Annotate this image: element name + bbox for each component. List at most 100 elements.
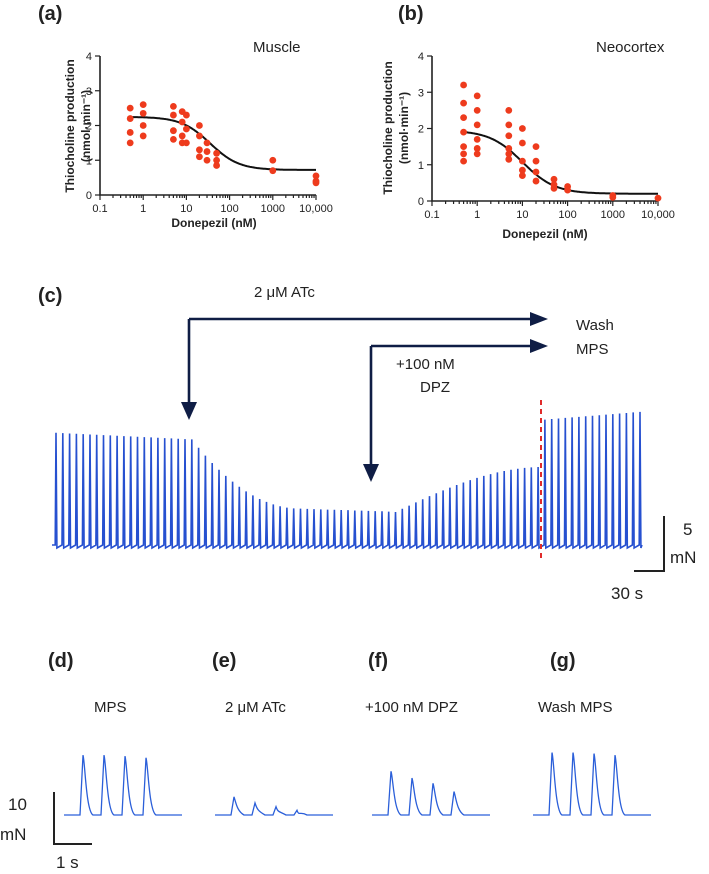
chart-b-point — [505, 150, 513, 158]
chart-b-xtick-label: 10 — [516, 209, 528, 221]
chart-c-scalebar — [634, 516, 665, 572]
chart-b-point — [609, 193, 617, 201]
chart-a-point — [126, 139, 134, 147]
chart-a-point — [139, 109, 147, 117]
chart-a-xtick-label: 10 — [180, 203, 192, 215]
chart-b-point — [550, 184, 558, 192]
trace-f — [372, 771, 490, 816]
chart-a-point — [196, 122, 203, 129]
chart-a-point — [203, 148, 211, 155]
chart-a-point — [169, 136, 177, 143]
chart-a-point — [196, 146, 203, 154]
chart-b-point — [519, 139, 526, 147]
chart-a-point — [126, 129, 134, 136]
chart-b-point — [473, 145, 481, 152]
chart-b-point — [505, 145, 513, 152]
chart-c-trace — [52, 411, 643, 550]
chart-a-point — [183, 111, 190, 119]
chart-b-title: Neocortex — [596, 39, 665, 56]
chart-a-ytick-label: 1 — [86, 155, 92, 167]
annotation-dpz-line2: DPZ — [420, 379, 450, 396]
chart-b-point — [532, 157, 540, 165]
chart-c-scale-y: 5 — [683, 520, 692, 539]
chart-a-xlabel: Donepezil (nM) — [171, 216, 256, 230]
chart-a-ytick-label: 0 — [86, 190, 92, 202]
chart-b-point — [550, 175, 558, 183]
chart-b-xtick-label: 10,000 — [641, 209, 675, 221]
annotation-dpz-line1: +100 nM — [396, 356, 455, 373]
chart-b-point — [519, 157, 526, 165]
chart-b-point — [532, 143, 540, 151]
chart-b-ylabel-2: (nmol·min⁻¹) — [397, 92, 411, 164]
chart-a-point — [169, 111, 177, 119]
chart-b-point — [460, 128, 467, 136]
chart-a-point — [126, 115, 134, 122]
trace-f-line — [372, 771, 490, 816]
chart-b-point — [473, 135, 481, 143]
chart-b-point — [460, 81, 467, 89]
chart-a-point — [312, 172, 320, 180]
chart-a-xtick-label: 100 — [220, 203, 238, 215]
chart-b-point — [654, 194, 662, 202]
chart-b-point — [473, 121, 481, 129]
chart-b-point — [505, 132, 513, 140]
chart-b-point — [460, 143, 467, 151]
trace-g — [533, 752, 651, 816]
chart-b-point — [460, 157, 467, 165]
dpz-arrow-head-right — [530, 339, 548, 353]
chart-a-point — [139, 101, 147, 109]
chart-b-xtick-label: 0.1 — [424, 209, 439, 221]
bottom-scale-x: 1 s — [56, 853, 79, 872]
chart-a-xtick-label: 1000 — [261, 203, 285, 215]
trace-g-label: Wash MPS — [538, 699, 612, 716]
bottom-scale-y-unit: mN — [0, 825, 26, 844]
panel-label-a: (a) — [38, 3, 62, 25]
chart-b-ytick-label: 1 — [418, 160, 424, 172]
annotation-wash: Wash — [576, 317, 614, 334]
chart-a-point — [178, 132, 186, 140]
dpz-arrow-head-down — [363, 464, 379, 482]
trace-e-line — [215, 796, 333, 816]
chart-b-point — [519, 125, 526, 132]
panel-label-f: (f) — [368, 650, 388, 672]
chart-a-point — [169, 127, 177, 135]
trace-d — [64, 754, 182, 816]
chart-b-xlabel: Donepezil (nM) — [502, 227, 587, 241]
trace-e-label: 2 μM ATc — [225, 699, 286, 716]
bottom-scale-y: 10 — [8, 795, 27, 814]
panel-label-g: (g) — [550, 650, 576, 672]
trace-d-label: MPS — [94, 699, 127, 716]
chart-c-recording: 2 μM ATc Wash MPS +100 nM DPZ 5 mN 30 s — [52, 284, 696, 603]
chart-b-ytick-label: 0 — [418, 196, 424, 208]
chart-a-ylabel-1: Thiocholine production — [63, 59, 77, 192]
chart-a-point — [139, 122, 147, 129]
chart-c-scale-y-unit: mN — [670, 548, 696, 567]
chart-a-point — [213, 149, 220, 157]
bottom-scalebar — [53, 792, 92, 845]
chart-b-ytick-label: 2 — [418, 124, 424, 136]
trace-d-line — [64, 754, 182, 816]
trace-g-line — [533, 752, 651, 816]
chart-a-point — [203, 156, 211, 164]
atc-arrow-head-right — [530, 312, 548, 326]
chart-b-ytick-label: 4 — [418, 51, 424, 63]
chart-b-plot: 0 1 2 3 4 0.1 1 10 100 1000 10,000 — [418, 51, 675, 221]
chart-b-ylabel-1: Thiocholine production — [381, 61, 395, 194]
chart-a-title: Muscle — [253, 39, 301, 56]
chart-a-point — [139, 132, 147, 140]
chart-a-fit-curve — [130, 116, 316, 171]
chart-b-point — [473, 150, 481, 158]
panel-label-e: (e) — [212, 650, 236, 672]
chart-a-point — [169, 102, 177, 110]
chart-b-point — [564, 186, 571, 194]
chart-a-point — [178, 118, 186, 126]
chart-a-point — [213, 162, 220, 169]
chart-b-point — [505, 155, 513, 163]
chart-a-point — [126, 104, 134, 112]
chart-b-point — [460, 114, 467, 122]
atc-arrow-head-down — [181, 402, 197, 420]
chart-b-xtick-label: 100 — [558, 209, 576, 221]
chart-a-point — [183, 125, 190, 133]
chart-b-neocortex: Neocortex Thiocholine production (nmol·m… — [381, 39, 675, 241]
